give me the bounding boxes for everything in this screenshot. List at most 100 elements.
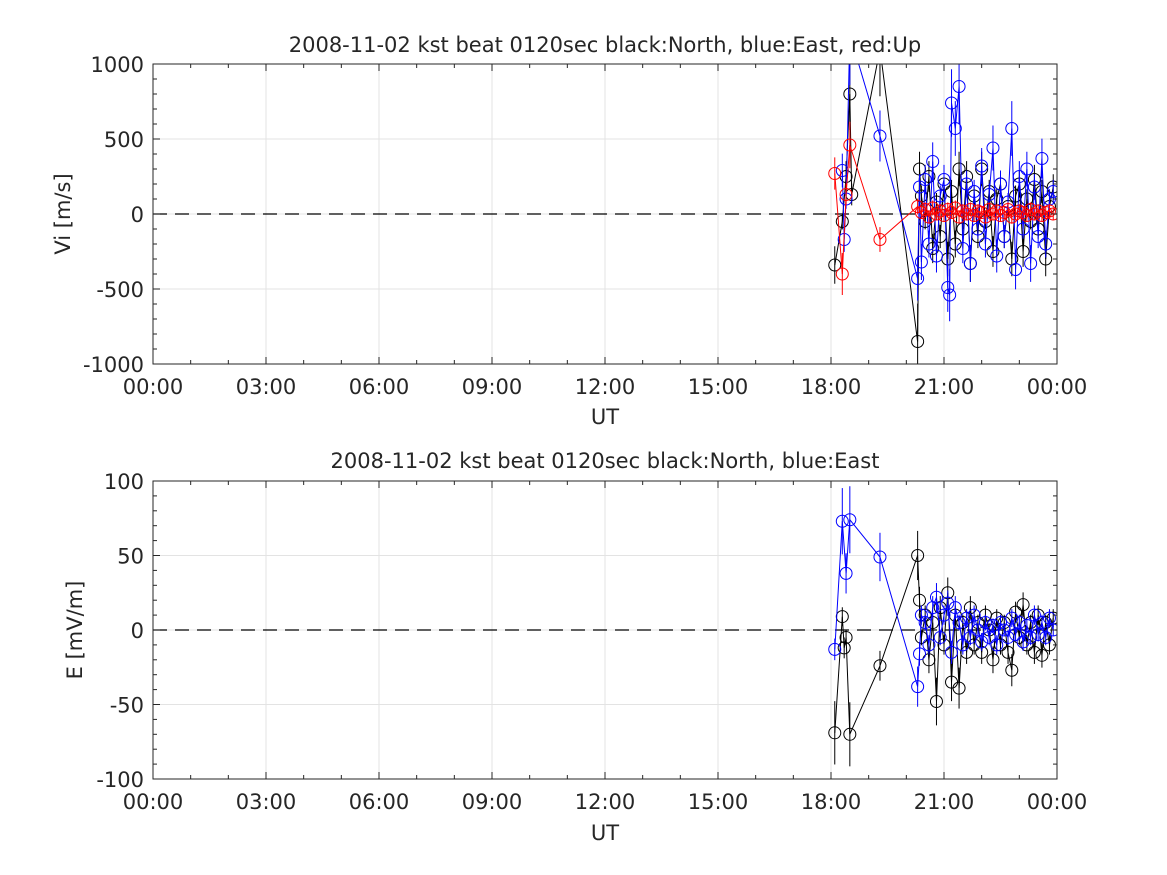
data-point xyxy=(941,281,955,294)
data-point xyxy=(978,616,992,630)
x-tick-label: 09:00 xyxy=(462,375,523,399)
data-point xyxy=(994,177,1007,191)
y-tick-label: 100 xyxy=(104,470,144,494)
data-point xyxy=(1009,627,1023,641)
ticks: 00:00 03:00 06:00 09:00 12:00 15:00 18:00 21:00… xyxy=(83,53,1087,399)
data-point xyxy=(835,514,849,528)
data-point xyxy=(937,638,951,652)
data-point xyxy=(960,611,974,625)
data-point xyxy=(956,638,970,652)
data-point xyxy=(978,210,992,224)
velocity-panel: 00:00 03:00 06:00 09:00 12:00 15:00 18:00 21:00… xyxy=(51,33,1087,429)
data-point xyxy=(982,188,996,201)
data-point xyxy=(839,630,853,644)
data-point xyxy=(952,80,966,93)
data-point xyxy=(873,233,887,246)
data-point xyxy=(1046,185,1057,198)
x-tick-label: 15:00 xyxy=(688,375,749,399)
data-point xyxy=(978,237,992,251)
x-axis-label: UT xyxy=(591,405,619,429)
data-point xyxy=(929,207,943,221)
x-tick-label: 00:00 xyxy=(1027,790,1088,814)
data-point xyxy=(933,189,947,203)
data-point xyxy=(997,623,1011,637)
data-point xyxy=(967,638,981,652)
data-point xyxy=(873,129,887,143)
y-tick-label: 0 xyxy=(131,619,144,643)
data-point xyxy=(1027,180,1041,194)
data-point xyxy=(994,616,1007,630)
data-point xyxy=(1035,152,1049,165)
data-point xyxy=(926,242,940,255)
data-point xyxy=(835,267,849,281)
data-point xyxy=(1042,204,1056,218)
data-point xyxy=(918,203,932,216)
y-tick-label: -500 xyxy=(96,278,144,302)
data-point xyxy=(990,249,1004,263)
data-point xyxy=(1016,222,1030,236)
data-point xyxy=(952,681,966,695)
data-point xyxy=(1012,616,1026,630)
data-point xyxy=(1024,630,1038,644)
data-point xyxy=(929,695,943,709)
y-axis-label: E [mV/m] xyxy=(63,581,87,680)
y-tick-label: -100 xyxy=(96,768,144,792)
data-point xyxy=(1039,630,1053,644)
data-point xyxy=(960,645,974,659)
data-point xyxy=(986,619,1000,633)
data-point xyxy=(1035,209,1049,222)
y-tick-label: 50 xyxy=(117,545,144,569)
data-point xyxy=(1024,203,1038,216)
data-point xyxy=(948,601,962,615)
data-point xyxy=(943,288,957,302)
data-point xyxy=(937,173,951,186)
data-point xyxy=(835,215,849,228)
data-point xyxy=(967,185,981,198)
y-tick-label: -1000 xyxy=(83,353,144,377)
data-point xyxy=(997,230,1011,243)
data-point xyxy=(843,513,857,527)
data-point xyxy=(1005,122,1019,135)
data-point xyxy=(1042,611,1056,625)
x-tick-label: 06:00 xyxy=(349,375,410,399)
data-point xyxy=(1035,616,1049,630)
chart-title: 2008-11-02 kst beat 0120sec black:North,… xyxy=(331,449,880,473)
data-point xyxy=(839,566,853,580)
data-point xyxy=(913,593,927,607)
series-layer xyxy=(828,486,1057,767)
x-tick-label: 09:00 xyxy=(462,790,523,814)
data-point xyxy=(945,645,959,659)
data-point xyxy=(1031,627,1045,641)
data-point xyxy=(911,272,925,285)
y-tick-label: 500 xyxy=(104,128,144,152)
data-point xyxy=(967,209,981,222)
data-point xyxy=(828,642,842,656)
data-point xyxy=(937,608,951,622)
x-tick-label: 18:00 xyxy=(801,790,862,814)
data-point xyxy=(941,596,955,610)
data-point xyxy=(963,257,977,270)
data-point xyxy=(982,203,996,216)
x-tick-label: 18:00 xyxy=(801,375,862,399)
data-point xyxy=(994,638,1007,652)
data-point xyxy=(929,590,943,604)
data-point xyxy=(1001,630,1015,644)
data-point xyxy=(1001,645,1015,659)
data-point xyxy=(1024,616,1038,630)
y-tick-label: 1000 xyxy=(91,53,144,77)
x-tick-label: 06:00 xyxy=(349,790,410,814)
data-point xyxy=(843,87,857,101)
data-point xyxy=(1024,257,1038,270)
data-point xyxy=(922,638,936,652)
y-tick-label: 0 xyxy=(131,203,144,227)
data-point xyxy=(933,204,947,218)
data-point xyxy=(986,245,1000,258)
data-point xyxy=(1005,611,1019,625)
data-point xyxy=(1005,663,1019,677)
x-tick-label: 00:00 xyxy=(1027,375,1088,399)
data-point xyxy=(952,616,966,630)
data-point xyxy=(971,623,985,637)
data-point xyxy=(1016,245,1030,258)
y-axis-label: Vi [m/s] xyxy=(51,173,75,254)
data-point xyxy=(941,203,955,216)
